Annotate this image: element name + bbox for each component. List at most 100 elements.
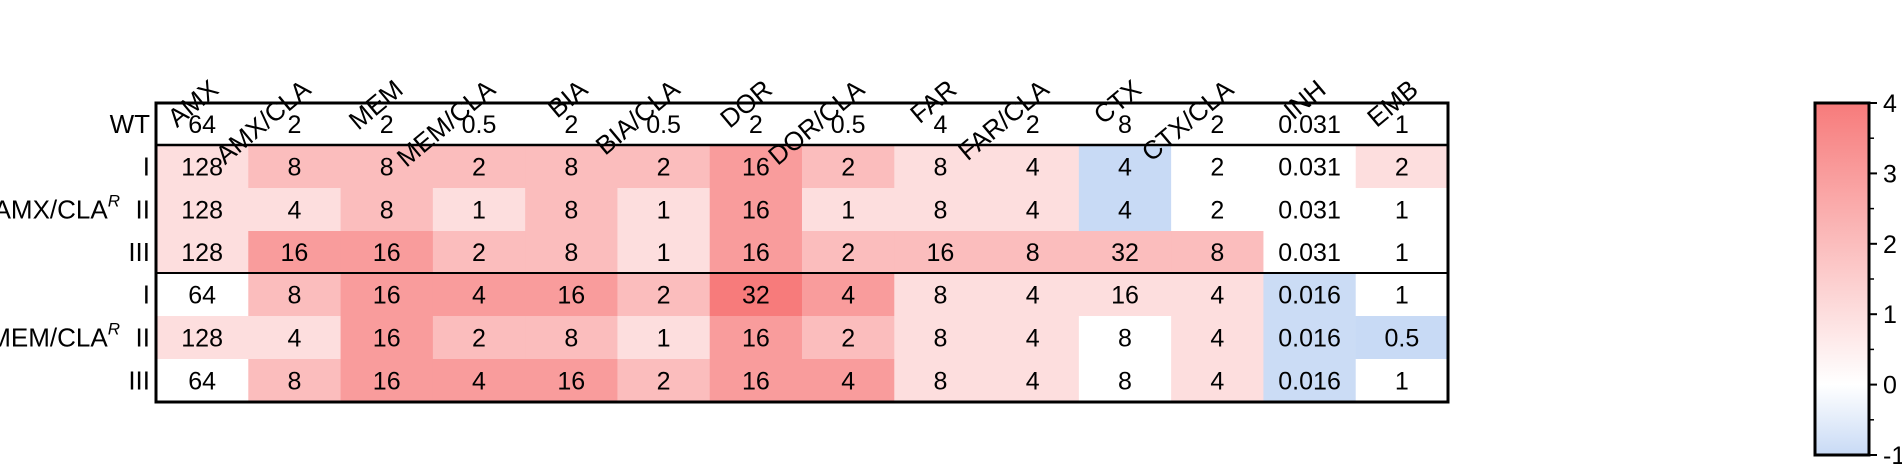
cell-value: 8 [287, 154, 301, 182]
heatmap-cell [248, 316, 342, 359]
cell-value: 1 [657, 325, 671, 353]
heatmap-cell [617, 231, 711, 273]
cell-value: 8 [287, 368, 301, 396]
heatmap-cell [1355, 103, 1449, 145]
heatmap-cell [802, 145, 895, 188]
cell-value: 8 [564, 239, 578, 267]
heatmap-cell [1263, 273, 1357, 316]
heatmap-cell [525, 188, 619, 231]
cell-value: 0.5 [646, 111, 681, 139]
cell-value: 128 [181, 239, 223, 267]
cell-value: 2 [1210, 154, 1224, 182]
heatmap-cell [432, 103, 526, 145]
cell-value: 4 [1026, 197, 1040, 225]
heatmap-cell [1355, 316, 1449, 359]
heatmap-cell [1171, 316, 1265, 359]
heatmap-cell [156, 316, 249, 359]
heatmap-cell [1078, 145, 1172, 188]
cell-value: 8 [933, 368, 947, 396]
cell-value: 16 [742, 325, 770, 353]
heatmap-border [154, 101, 1450, 404]
heatmap-cell [248, 188, 342, 231]
cell-value: 32 [742, 282, 770, 310]
cell-value: 8 [564, 325, 578, 353]
heatmap-cell [894, 273, 988, 316]
heatmap-cell [802, 316, 895, 359]
heatmap-cells [156, 103, 1449, 402]
cell-value: 16 [742, 368, 770, 396]
heatmap-cell [802, 273, 895, 316]
cell-value: 8 [1118, 368, 1132, 396]
cell-value: 4 [1210, 368, 1224, 396]
heatmap-cell [1171, 231, 1265, 273]
heatmap-cell [894, 188, 988, 231]
heatmap-cell [156, 145, 249, 188]
cell-value: 4 [1210, 325, 1224, 353]
cell-value: 8 [1118, 111, 1132, 139]
cell-value: 8 [380, 197, 394, 225]
cell-value: 2 [657, 282, 671, 310]
heatmap-cell [1263, 188, 1357, 231]
heatmap-cell [1078, 359, 1172, 402]
cell-value: 64 [188, 282, 216, 310]
cell-value: 0.031 [1278, 197, 1341, 225]
cell-value: 1 [1395, 282, 1409, 310]
heatmap-cell [156, 359, 249, 402]
heatmap-cell [432, 273, 526, 316]
cell-value: 8 [933, 282, 947, 310]
heatmap-cell [248, 273, 342, 316]
heatmap-cell [709, 359, 803, 402]
heatmap-cell [986, 359, 1080, 402]
row-label: III [128, 237, 150, 267]
heatmap-cell [617, 188, 711, 231]
heatmap-cell [432, 316, 526, 359]
cell-value: 2 [472, 154, 486, 182]
heatmap-cell [1171, 188, 1265, 231]
cell-value: 2 [841, 325, 855, 353]
heatmap-cell [1263, 231, 1357, 273]
cell-value: 2 [657, 368, 671, 396]
heatmap-cell [340, 359, 434, 402]
cell-value: 4 [287, 197, 301, 225]
group-label-superscript: R [108, 192, 120, 211]
heatmap-cell [1171, 145, 1265, 188]
heatmap-cell [248, 231, 342, 273]
cell-value: 2 [1395, 154, 1409, 182]
row-label: I [143, 280, 150, 310]
heatmap-cell [709, 188, 803, 231]
heatmap-cell [986, 273, 1080, 316]
group-label: MEM/CLAR [0, 320, 120, 353]
cell-value: 8 [380, 154, 394, 182]
cell-value: 0.5 [1384, 325, 1419, 353]
cell-value: 64 [188, 368, 216, 396]
heatmap-cell [248, 359, 342, 402]
heatmap-cell [525, 231, 619, 273]
cell-value: 8 [564, 197, 578, 225]
heatmap-cell [1263, 359, 1357, 402]
heatmap-cell [802, 359, 895, 402]
cell-value: 128 [181, 154, 223, 182]
cell-value: 0.016 [1278, 282, 1341, 310]
heatmap-cell [432, 145, 526, 188]
colorbar-tick-label: 4 [1883, 90, 1897, 118]
cell-value: 16 [927, 239, 955, 267]
heatmap-cell [156, 273, 249, 316]
heatmap-cell [525, 316, 619, 359]
heatmap-cell [1078, 273, 1172, 316]
cell-value: 4 [1210, 282, 1224, 310]
cell-value: 4 [472, 368, 486, 396]
cell-value: 2 [380, 111, 394, 139]
cell-value: 4 [841, 368, 855, 396]
cell-value: 2 [1210, 197, 1224, 225]
heatmap-cell [617, 103, 711, 145]
cell-value: 8 [933, 154, 947, 182]
heatmap-cell [709, 273, 803, 316]
heatmap-cell [986, 188, 1080, 231]
heatmap-cell [432, 188, 526, 231]
heatmap-cell [156, 103, 249, 145]
heatmap-cell [1078, 316, 1172, 359]
heatmap-cell [1355, 273, 1449, 316]
cell-value: 0.5 [462, 111, 497, 139]
cell-value: 16 [281, 239, 309, 267]
cell-value: 16 [742, 154, 770, 182]
